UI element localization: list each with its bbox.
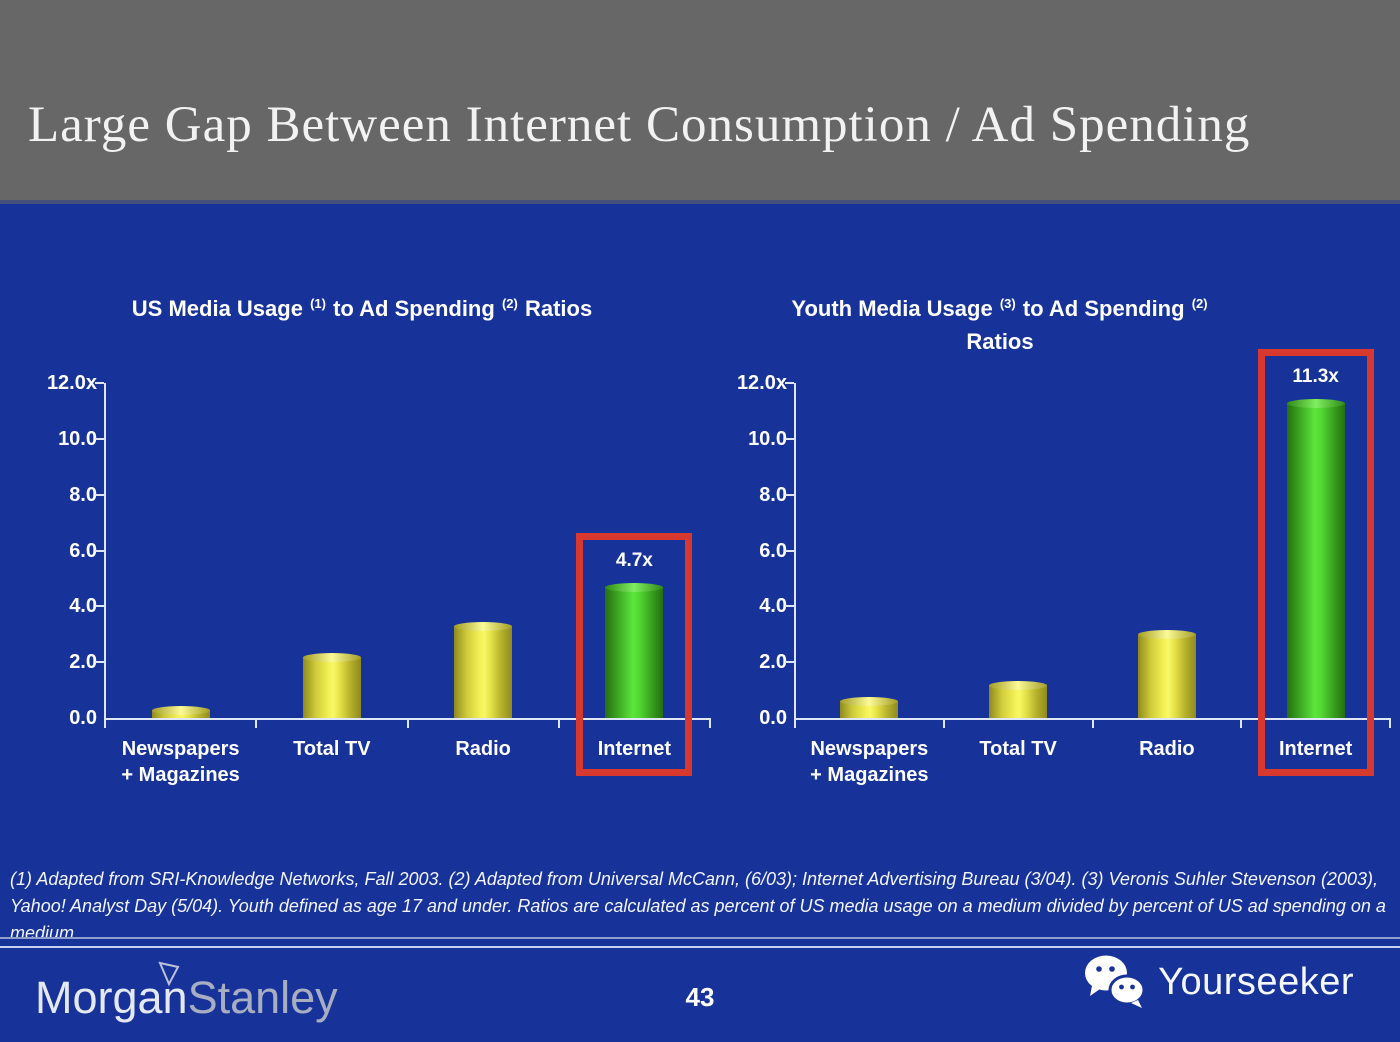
bar-total-tv bbox=[302, 652, 361, 718]
x-tick-mark bbox=[1389, 718, 1391, 728]
y-tick-mark bbox=[95, 549, 104, 552]
bar-newspapers-magazines bbox=[840, 697, 899, 718]
x-tick-mark bbox=[942, 718, 945, 728]
x-tick-mark bbox=[255, 718, 258, 728]
y-tick-mark bbox=[785, 382, 794, 384]
category-label-line: + Magazines bbox=[810, 764, 929, 786]
footnote-ref-3: (3) bbox=[999, 296, 1016, 311]
category-label-line: Newspapers bbox=[121, 738, 240, 760]
slide-header: Large Gap Between Internet Consumption /… bbox=[0, 0, 1400, 204]
youth-chart-title: Youth Media Usage (3) to Ad Spending (2)… bbox=[700, 294, 1300, 357]
bar-newspapers-magazines bbox=[151, 705, 210, 718]
category-label-line: + Magazines bbox=[121, 764, 240, 786]
category-label-line: Radio bbox=[455, 738, 511, 760]
category-label-radio: Radio bbox=[1077, 736, 1257, 762]
y-tick-mark bbox=[785, 661, 794, 664]
footnote-ref-1: (1) bbox=[310, 296, 326, 311]
youth-chart-title-text: to Ad Spending bbox=[1022, 296, 1185, 321]
y-tick-label: 0.0 bbox=[759, 707, 787, 729]
category-label-total-tv: Total TV bbox=[928, 736, 1108, 762]
y-tick-mark bbox=[95, 437, 104, 440]
category-label-line: Newspapers bbox=[810, 738, 929, 760]
value-label-internet: 11.3x bbox=[1292, 365, 1339, 387]
bar-total-tv bbox=[989, 680, 1048, 718]
us-chart-title: US Media Usage (1) to Ad Spending (2) Ra… bbox=[62, 294, 662, 327]
category-label-internet: Internet bbox=[544, 736, 724, 762]
watermark-label: Yourseeker bbox=[1158, 960, 1354, 1003]
category-label-newspapers-magazines: Newspapers + Magazines bbox=[779, 736, 959, 788]
y-tick-label: 0.0 bbox=[69, 707, 97, 729]
y-tick-label: 2.0 bbox=[759, 651, 787, 674]
category-label-internet: Internet bbox=[1226, 736, 1400, 762]
footer-separator bbox=[0, 937, 1400, 948]
category-label-total-tv: Total TV bbox=[242, 736, 422, 762]
bar-radio bbox=[454, 621, 513, 718]
category-label-newspapers-magazines: Newspapers + Magazines bbox=[91, 736, 271, 788]
y-tick-label: 8.0 bbox=[69, 483, 97, 506]
brand-part-morgan: Morgan bbox=[35, 972, 188, 1023]
y-tick-mark bbox=[95, 605, 104, 608]
category-label-line: Internet bbox=[597, 738, 672, 760]
us-chart-title-text: Ratios bbox=[524, 296, 593, 321]
bar-internet bbox=[1286, 398, 1345, 718]
category-label-line: Radio bbox=[1139, 738, 1195, 760]
y-tick-label: 10.0 bbox=[748, 427, 787, 450]
us-chart-title-text: to Ad Spending bbox=[333, 296, 495, 321]
category-label-line: Total TV bbox=[293, 738, 371, 760]
x-tick-mark bbox=[709, 718, 711, 728]
y-tick-mark bbox=[785, 493, 794, 496]
page-number: 43 bbox=[685, 982, 715, 1012]
youth-chart-title-line2: Ratios bbox=[966, 329, 1034, 354]
youth-chart-title-line1: Youth Media Usage (3) to Ad Spending (2) bbox=[700, 294, 1300, 327]
footnote: (1) Adapted from SRI-Knowledge Networks,… bbox=[10, 869, 1386, 943]
youth-chart-title-text: Youth Media Usage bbox=[791, 296, 993, 321]
footnote-ref-2: (2) bbox=[501, 296, 518, 311]
category-label-line: Internet bbox=[1278, 738, 1353, 760]
x-tick-mark bbox=[794, 718, 796, 728]
y-tick-label: 6.0 bbox=[69, 539, 97, 562]
value-label-internet: 4.7x bbox=[615, 549, 653, 571]
footnote-ref-2: (2) bbox=[1191, 296, 1208, 311]
category-label-radio: Radio bbox=[393, 736, 573, 762]
x-tick-mark bbox=[406, 718, 409, 728]
y-tick-label: 6.0 bbox=[759, 539, 787, 562]
y-tick-mark bbox=[95, 661, 104, 664]
y-axis-line bbox=[794, 383, 796, 718]
y-tick-label: 4.0 bbox=[69, 595, 97, 618]
bar-radio bbox=[1137, 630, 1196, 718]
highlight-box-internet bbox=[1257, 348, 1374, 776]
page-title: Large Gap Between Internet Consumption /… bbox=[28, 97, 1251, 153]
y-tick-label: 2.0 bbox=[69, 651, 97, 674]
y-tick-label: 12.0x bbox=[46, 372, 97, 394]
y-tick-label: 10.0 bbox=[58, 427, 97, 450]
watermark: Yourseeker bbox=[1084, 952, 1354, 1012]
y-tick-label: 8.0 bbox=[759, 483, 787, 506]
y-axis-line bbox=[104, 383, 106, 718]
category-label-line: Total TV bbox=[979, 738, 1057, 760]
morgan-stanley-logo: MorganStanley bbox=[35, 961, 338, 1024]
x-tick-mark bbox=[1091, 718, 1094, 728]
y-tick-mark bbox=[785, 549, 794, 552]
x-tick-mark bbox=[557, 718, 560, 728]
y-tick-label: 4.0 bbox=[759, 595, 787, 618]
x-tick-mark bbox=[1240, 718, 1243, 728]
y-tick-mark bbox=[95, 493, 104, 496]
us-chart-title-text: US Media Usage bbox=[131, 296, 303, 321]
y-tick-mark bbox=[95, 382, 104, 384]
y-tick-label: 12.0x bbox=[736, 372, 787, 394]
x-tick-mark bbox=[104, 718, 106, 728]
brand-part-stanley: Stanley bbox=[187, 972, 338, 1023]
morgan-stanley-flag-icon bbox=[158, 961, 180, 987]
y-tick-mark bbox=[785, 437, 794, 440]
wechat-chat-bubbles-icon bbox=[1085, 955, 1146, 1008]
bar-internet bbox=[605, 582, 664, 718]
highlight-box-internet bbox=[576, 532, 693, 776]
y-tick-mark bbox=[785, 605, 794, 608]
